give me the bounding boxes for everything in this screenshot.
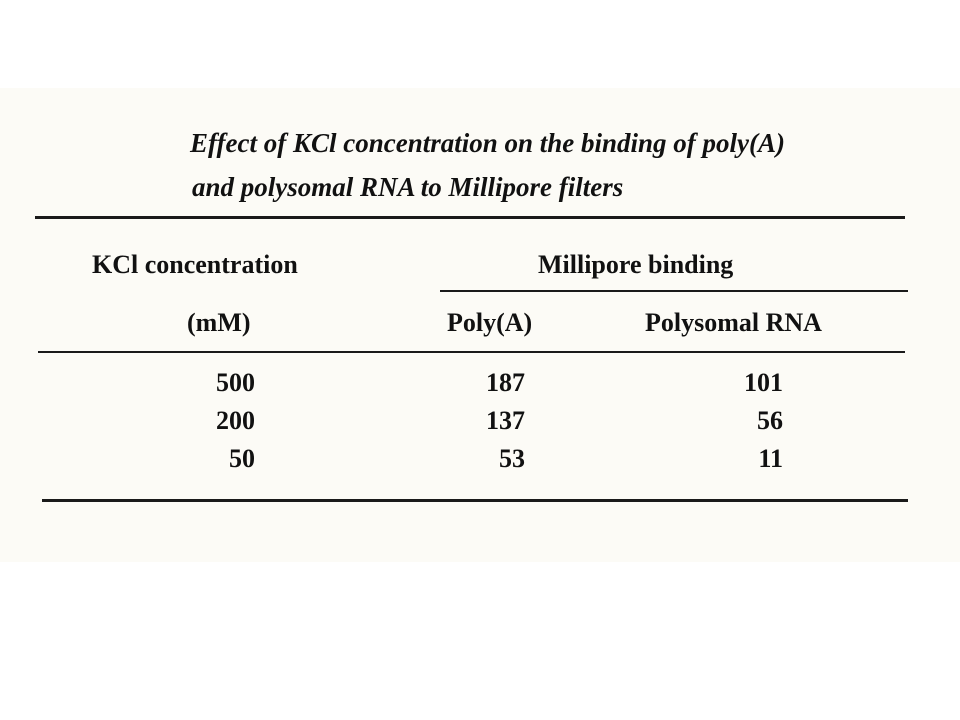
scanned-page: Effect of KCl concentration on the bindi… (0, 88, 960, 562)
unit-header: (mM) (187, 308, 251, 337)
title-line: and polysomal RNA to Millipore filters (192, 172, 624, 202)
table-cell: 50 (229, 444, 255, 473)
header-rule (38, 351, 905, 353)
column-header: Poly(A) (447, 308, 533, 337)
bottom-rule (42, 499, 908, 502)
table-cell: 53 (499, 444, 525, 473)
table-cell: 200 (216, 406, 255, 435)
table-cell: 500 (216, 368, 255, 397)
table-cell: 11 (758, 444, 783, 473)
column-header: KCl concentration (92, 250, 298, 279)
table-cell: 137 (486, 406, 525, 435)
group-header: Millipore binding (538, 250, 734, 279)
spanner-rule (440, 290, 908, 292)
top-rule (35, 216, 905, 219)
table-cell: 101 (744, 368, 783, 397)
column-header: Polysomal RNA (645, 308, 822, 337)
table-cell: 56 (757, 406, 783, 435)
title-line: Effect of KCl concentration on the bindi… (190, 128, 786, 158)
table-cell: 187 (486, 368, 525, 397)
